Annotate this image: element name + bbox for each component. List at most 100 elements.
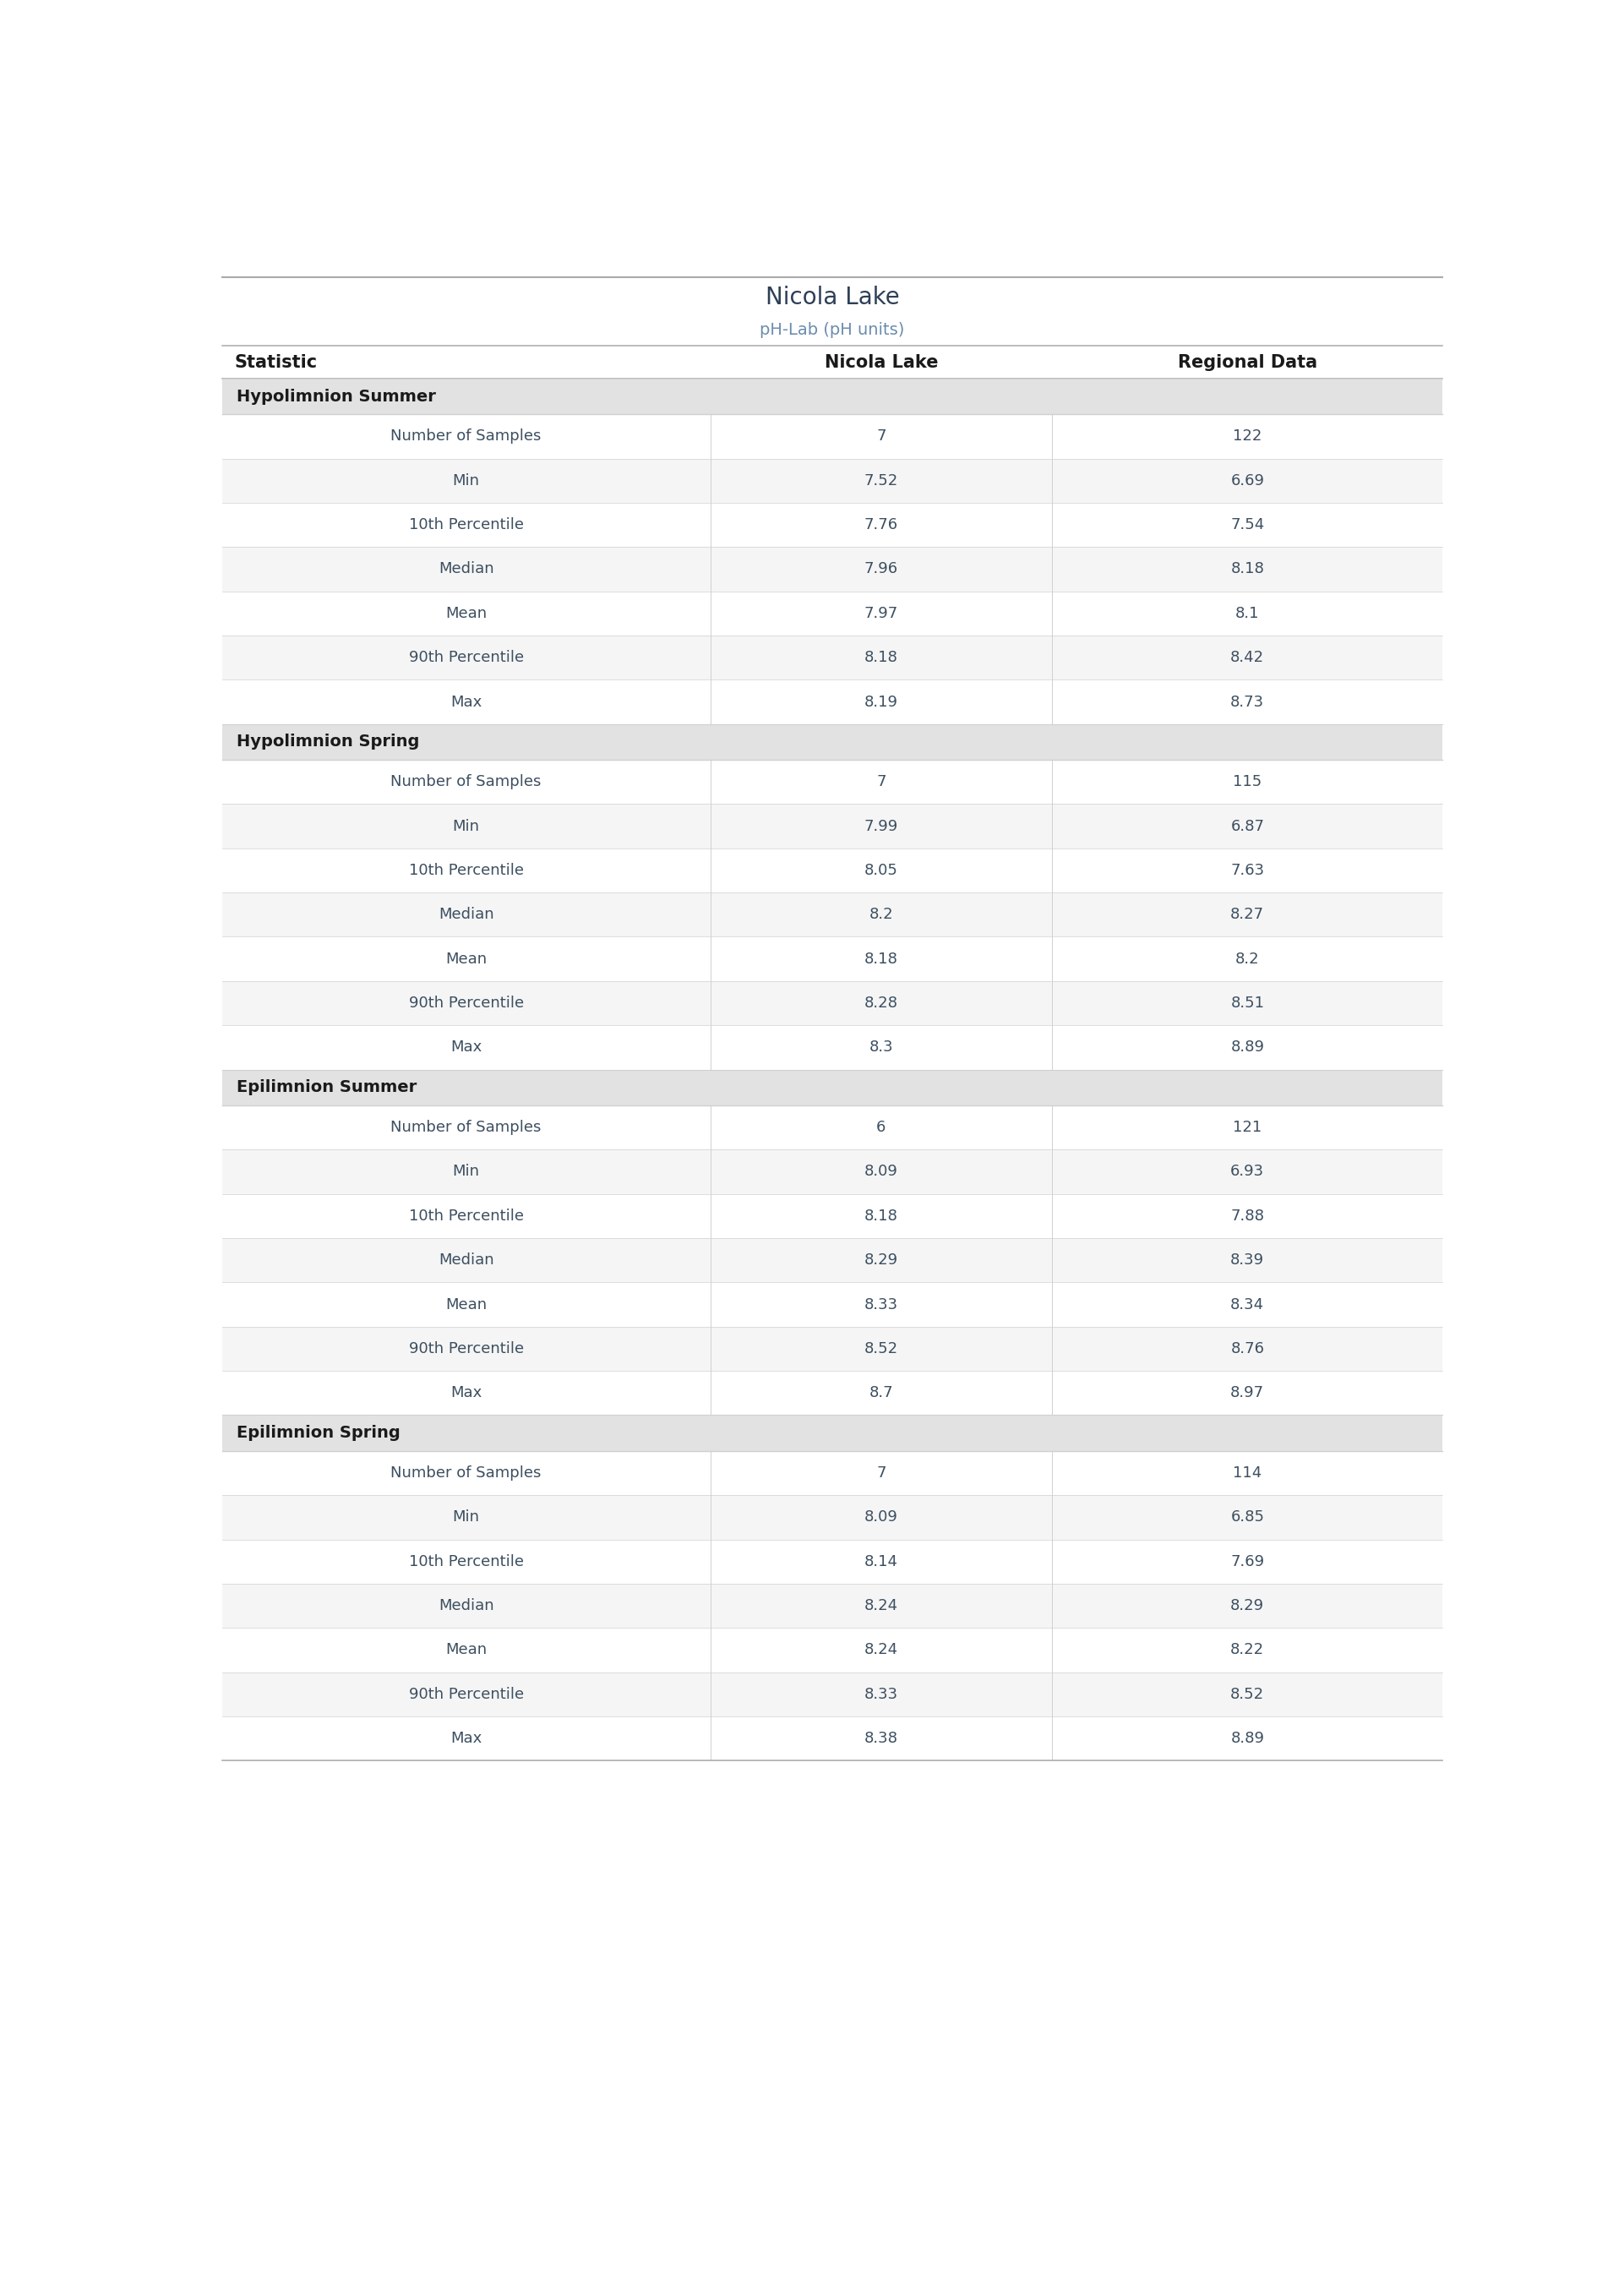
Text: 90th Percentile: 90th Percentile bbox=[409, 1687, 523, 1702]
Text: 7: 7 bbox=[877, 774, 887, 790]
Text: 8.52: 8.52 bbox=[1231, 1687, 1265, 1702]
Text: 8.76: 8.76 bbox=[1231, 1342, 1265, 1357]
Text: Epilimnion Summer: Epilimnion Summer bbox=[237, 1081, 417, 1096]
Text: Min: Min bbox=[453, 472, 479, 488]
Bar bbox=[222, 459, 1442, 502]
Text: 6.69: 6.69 bbox=[1231, 472, 1265, 488]
Text: Mean: Mean bbox=[445, 1296, 487, 1312]
Text: 7.54: 7.54 bbox=[1231, 518, 1265, 533]
Text: 8.2: 8.2 bbox=[869, 908, 893, 922]
Text: 8.09: 8.09 bbox=[864, 1165, 898, 1180]
Bar bbox=[222, 1414, 1442, 1451]
Text: Number of Samples: Number of Samples bbox=[391, 1466, 541, 1480]
Text: 8.1: 8.1 bbox=[1236, 606, 1260, 622]
Bar bbox=[222, 1451, 1442, 1496]
Bar bbox=[222, 547, 1442, 590]
Text: 8.2: 8.2 bbox=[1236, 951, 1260, 967]
Text: 8.29: 8.29 bbox=[864, 1253, 898, 1269]
Text: 8.18: 8.18 bbox=[864, 951, 898, 967]
Bar bbox=[222, 1496, 1442, 1539]
Bar bbox=[222, 1628, 1442, 1673]
Text: 7.63: 7.63 bbox=[1231, 863, 1265, 878]
Text: Max: Max bbox=[450, 695, 482, 711]
Text: 8.24: 8.24 bbox=[864, 1598, 898, 1614]
Text: Max: Max bbox=[450, 1732, 482, 1746]
Text: Statistic: Statistic bbox=[234, 354, 317, 370]
Text: 6.87: 6.87 bbox=[1231, 819, 1265, 833]
Text: 7.97: 7.97 bbox=[864, 606, 898, 622]
Text: 8.18: 8.18 bbox=[1231, 561, 1263, 577]
Text: Mean: Mean bbox=[445, 951, 487, 967]
Text: Min: Min bbox=[453, 1165, 479, 1180]
Text: Median: Median bbox=[438, 1253, 494, 1269]
Text: 10th Percentile: 10th Percentile bbox=[409, 518, 523, 533]
Bar bbox=[222, 1584, 1442, 1628]
Text: 7.69: 7.69 bbox=[1231, 1555, 1265, 1569]
Text: 8.14: 8.14 bbox=[864, 1555, 898, 1569]
Bar bbox=[222, 760, 1442, 804]
Text: 8.09: 8.09 bbox=[864, 1510, 898, 1525]
Text: 8.42: 8.42 bbox=[1231, 649, 1265, 665]
Text: 8.73: 8.73 bbox=[1231, 695, 1265, 711]
Text: Mean: Mean bbox=[445, 1643, 487, 1657]
Bar bbox=[222, 981, 1442, 1026]
Text: 7.96: 7.96 bbox=[864, 561, 898, 577]
Text: 8.52: 8.52 bbox=[864, 1342, 898, 1357]
Bar bbox=[222, 1194, 1442, 1237]
Text: 7.52: 7.52 bbox=[864, 472, 898, 488]
Text: 10th Percentile: 10th Percentile bbox=[409, 1555, 523, 1569]
Text: 6: 6 bbox=[877, 1119, 887, 1135]
Text: 10th Percentile: 10th Percentile bbox=[409, 863, 523, 878]
Text: Epilimnion Spring: Epilimnion Spring bbox=[237, 1426, 401, 1441]
Text: 8.29: 8.29 bbox=[1231, 1598, 1265, 1614]
Text: 114: 114 bbox=[1233, 1466, 1262, 1480]
Text: 90th Percentile: 90th Percentile bbox=[409, 1342, 523, 1357]
Text: 7: 7 bbox=[877, 429, 887, 445]
Text: Median: Median bbox=[438, 1598, 494, 1614]
Text: 115: 115 bbox=[1233, 774, 1262, 790]
Bar bbox=[222, 1105, 1442, 1149]
Text: Min: Min bbox=[453, 1510, 479, 1525]
Text: 7.99: 7.99 bbox=[864, 819, 898, 833]
Text: Max: Max bbox=[450, 1040, 482, 1056]
Text: 121: 121 bbox=[1233, 1119, 1262, 1135]
Text: 7.76: 7.76 bbox=[864, 518, 898, 533]
Text: 8.38: 8.38 bbox=[864, 1732, 898, 1746]
Text: Min: Min bbox=[453, 819, 479, 833]
Text: 8.89: 8.89 bbox=[1231, 1732, 1265, 1746]
Bar bbox=[222, 1283, 1442, 1326]
Text: Median: Median bbox=[438, 561, 494, 577]
Text: 8.3: 8.3 bbox=[869, 1040, 893, 1056]
Text: 6.85: 6.85 bbox=[1231, 1510, 1265, 1525]
Text: 8.89: 8.89 bbox=[1231, 1040, 1265, 1056]
Text: 90th Percentile: 90th Percentile bbox=[409, 997, 523, 1010]
Text: Number of Samples: Number of Samples bbox=[391, 774, 541, 790]
Bar bbox=[222, 679, 1442, 724]
Text: 7: 7 bbox=[877, 1466, 887, 1480]
Text: 10th Percentile: 10th Percentile bbox=[409, 1208, 523, 1224]
Text: Hypolimnion Summer: Hypolimnion Summer bbox=[237, 388, 437, 404]
Text: 8.27: 8.27 bbox=[1231, 908, 1265, 922]
Text: Hypolimnion Spring: Hypolimnion Spring bbox=[237, 733, 421, 749]
Text: 8.18: 8.18 bbox=[864, 649, 898, 665]
Text: 8.22: 8.22 bbox=[1231, 1643, 1265, 1657]
Bar bbox=[222, 379, 1442, 413]
Bar bbox=[222, 1326, 1442, 1371]
Text: 8.28: 8.28 bbox=[864, 997, 898, 1010]
Text: Regional Data: Regional Data bbox=[1177, 354, 1317, 370]
Text: Nicola Lake: Nicola Lake bbox=[825, 354, 939, 370]
Text: Number of Samples: Number of Samples bbox=[391, 429, 541, 445]
Bar bbox=[222, 1069, 1442, 1105]
Bar bbox=[222, 413, 1442, 459]
Text: 8.34: 8.34 bbox=[1231, 1296, 1265, 1312]
Text: 7.88: 7.88 bbox=[1231, 1208, 1265, 1224]
Bar bbox=[222, 636, 1442, 679]
Text: 8.33: 8.33 bbox=[864, 1296, 898, 1312]
Bar bbox=[222, 849, 1442, 892]
Text: 122: 122 bbox=[1233, 429, 1262, 445]
Text: 90th Percentile: 90th Percentile bbox=[409, 649, 523, 665]
Text: Number of Samples: Number of Samples bbox=[391, 1119, 541, 1135]
Bar bbox=[222, 804, 1442, 849]
Text: Max: Max bbox=[450, 1385, 482, 1401]
Bar bbox=[222, 1673, 1442, 1716]
